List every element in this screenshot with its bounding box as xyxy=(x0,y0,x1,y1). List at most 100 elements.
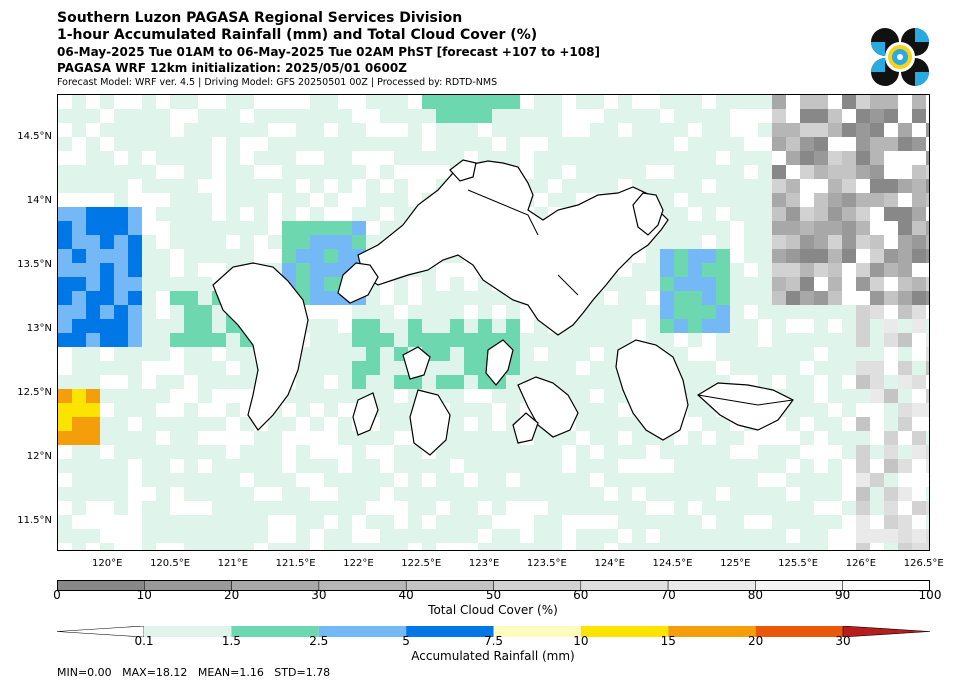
grid-cell xyxy=(268,109,282,123)
grid-cell xyxy=(450,403,464,417)
grid-cell xyxy=(870,95,884,109)
grid-cell xyxy=(856,375,870,389)
grid-cell xyxy=(422,319,436,333)
grid-cell xyxy=(128,403,142,417)
grid-cell xyxy=(688,431,702,445)
grid-cell xyxy=(114,179,128,193)
cloud-colorbar-segment xyxy=(755,580,843,591)
grid-cell xyxy=(828,263,842,277)
grid-cell xyxy=(338,417,352,431)
grid-cell xyxy=(688,235,702,249)
grid-cell xyxy=(170,375,184,389)
grid-cell xyxy=(828,305,842,319)
grid-cell xyxy=(730,501,744,515)
grid-cell xyxy=(184,263,198,277)
grid-cell xyxy=(506,109,520,123)
grid-cell xyxy=(842,123,856,137)
grid-cell xyxy=(184,151,198,165)
grid-cell xyxy=(72,403,86,417)
grid-cell xyxy=(590,305,604,319)
grid-cell xyxy=(702,221,716,235)
grid-cell xyxy=(828,487,842,501)
grid-cell xyxy=(842,431,856,445)
grid-cell xyxy=(534,151,548,165)
grid-cell xyxy=(912,221,926,235)
grid-cell xyxy=(870,347,884,361)
grid-cell xyxy=(884,459,898,473)
grid-cell xyxy=(184,347,198,361)
grid-cell xyxy=(884,137,898,151)
grid-cell xyxy=(506,389,520,403)
grid-cell xyxy=(884,95,898,109)
grid-cell xyxy=(814,529,828,543)
cloud-colorbar-tick: 20 xyxy=(223,588,240,602)
grid-cell xyxy=(604,529,618,543)
grid-cell xyxy=(688,529,702,543)
grid-cell xyxy=(240,417,254,431)
grid-cell xyxy=(226,515,240,529)
grid-cell xyxy=(156,459,170,473)
grid-cell xyxy=(898,347,912,361)
grid-cell xyxy=(86,417,100,431)
grid-cell xyxy=(534,165,548,179)
grid-cell xyxy=(114,123,128,137)
grid-cell xyxy=(156,445,170,459)
grid-cell xyxy=(674,473,688,487)
grid-cell xyxy=(58,291,72,305)
grid-cell xyxy=(688,263,702,277)
grid-cell xyxy=(338,137,352,151)
grid-cell xyxy=(898,263,912,277)
grid-cell xyxy=(240,361,254,375)
grid-cell xyxy=(128,333,142,347)
latitude-label: 14°N xyxy=(26,194,52,206)
grid-cell xyxy=(632,123,646,137)
grid-cell xyxy=(184,123,198,137)
grid-cell xyxy=(856,151,870,165)
grid-cell xyxy=(800,151,814,165)
grid-cell xyxy=(842,347,856,361)
grid-cell xyxy=(730,333,744,347)
grid-cell xyxy=(800,95,814,109)
grid-cell xyxy=(436,95,450,109)
grid-cell xyxy=(450,95,464,109)
grid-cell xyxy=(702,291,716,305)
grid-cell xyxy=(184,417,198,431)
grid-cell xyxy=(408,123,422,137)
grid-cell xyxy=(170,193,184,207)
grid-cell xyxy=(870,529,884,543)
grid-cell xyxy=(576,333,590,347)
grid-cell xyxy=(422,109,436,123)
grid-cell xyxy=(632,445,646,459)
grid-cell xyxy=(814,95,828,109)
grid-cell xyxy=(828,249,842,263)
grid-cell xyxy=(184,431,198,445)
grid-cell xyxy=(856,165,870,179)
grid-cell xyxy=(758,501,772,515)
grid-cell xyxy=(884,179,898,193)
longitude-label: 125.5°E xyxy=(778,558,819,569)
grid-cell xyxy=(464,487,478,501)
grid-cell xyxy=(114,193,128,207)
map-canvas xyxy=(58,95,929,550)
grid-cell xyxy=(72,389,86,403)
grid-cell xyxy=(156,375,170,389)
grid-cell xyxy=(912,403,926,417)
grid-cell xyxy=(828,193,842,207)
grid-cell xyxy=(226,249,240,263)
grid-cell xyxy=(618,417,632,431)
rain-colorbar-segment xyxy=(580,626,669,637)
grid-cell xyxy=(534,431,548,445)
grid-cell xyxy=(128,137,142,151)
grid-cell xyxy=(772,361,786,375)
grid-cell xyxy=(352,137,366,151)
grid-cell xyxy=(688,543,702,550)
grid-cell xyxy=(478,403,492,417)
grid-cell xyxy=(156,319,170,333)
grid-cell xyxy=(688,515,702,529)
grid-cell xyxy=(436,445,450,459)
grid-cell xyxy=(884,375,898,389)
grid-cell xyxy=(282,417,296,431)
grid-cell xyxy=(548,459,562,473)
grid-cell xyxy=(394,193,408,207)
grid-cell xyxy=(184,305,198,319)
